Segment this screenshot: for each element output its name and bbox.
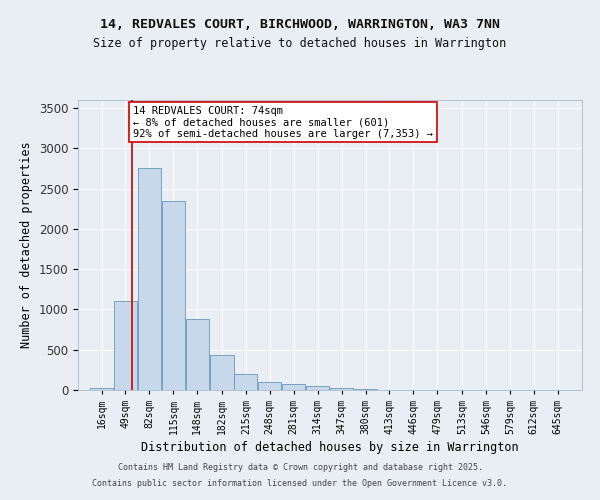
Bar xyxy=(258,382,281,390)
Text: Contains HM Land Registry data © Crown copyright and database right 2025.: Contains HM Land Registry data © Crown c… xyxy=(118,464,482,472)
Bar xyxy=(354,389,377,390)
Text: 14 REDVALES COURT: 74sqm
← 8% of detached houses are smaller (601)
92% of semi-d: 14 REDVALES COURT: 74sqm ← 8% of detache… xyxy=(133,106,433,139)
Bar xyxy=(330,388,353,390)
Bar xyxy=(234,374,257,390)
Bar xyxy=(162,200,185,390)
Y-axis label: Number of detached properties: Number of detached properties xyxy=(20,142,33,348)
Bar xyxy=(306,386,329,390)
Bar xyxy=(282,384,305,390)
Bar xyxy=(185,319,209,390)
Bar xyxy=(211,356,233,390)
Bar xyxy=(138,168,161,390)
Text: 14, REDVALES COURT, BIRCHWOOD, WARRINGTON, WA3 7NN: 14, REDVALES COURT, BIRCHWOOD, WARRINGTO… xyxy=(100,18,500,30)
Text: Contains public sector information licensed under the Open Government Licence v3: Contains public sector information licen… xyxy=(92,478,508,488)
Bar xyxy=(114,302,137,390)
X-axis label: Distribution of detached houses by size in Warrington: Distribution of detached houses by size … xyxy=(141,441,519,454)
Bar xyxy=(90,388,113,390)
Text: Size of property relative to detached houses in Warrington: Size of property relative to detached ho… xyxy=(94,38,506,51)
